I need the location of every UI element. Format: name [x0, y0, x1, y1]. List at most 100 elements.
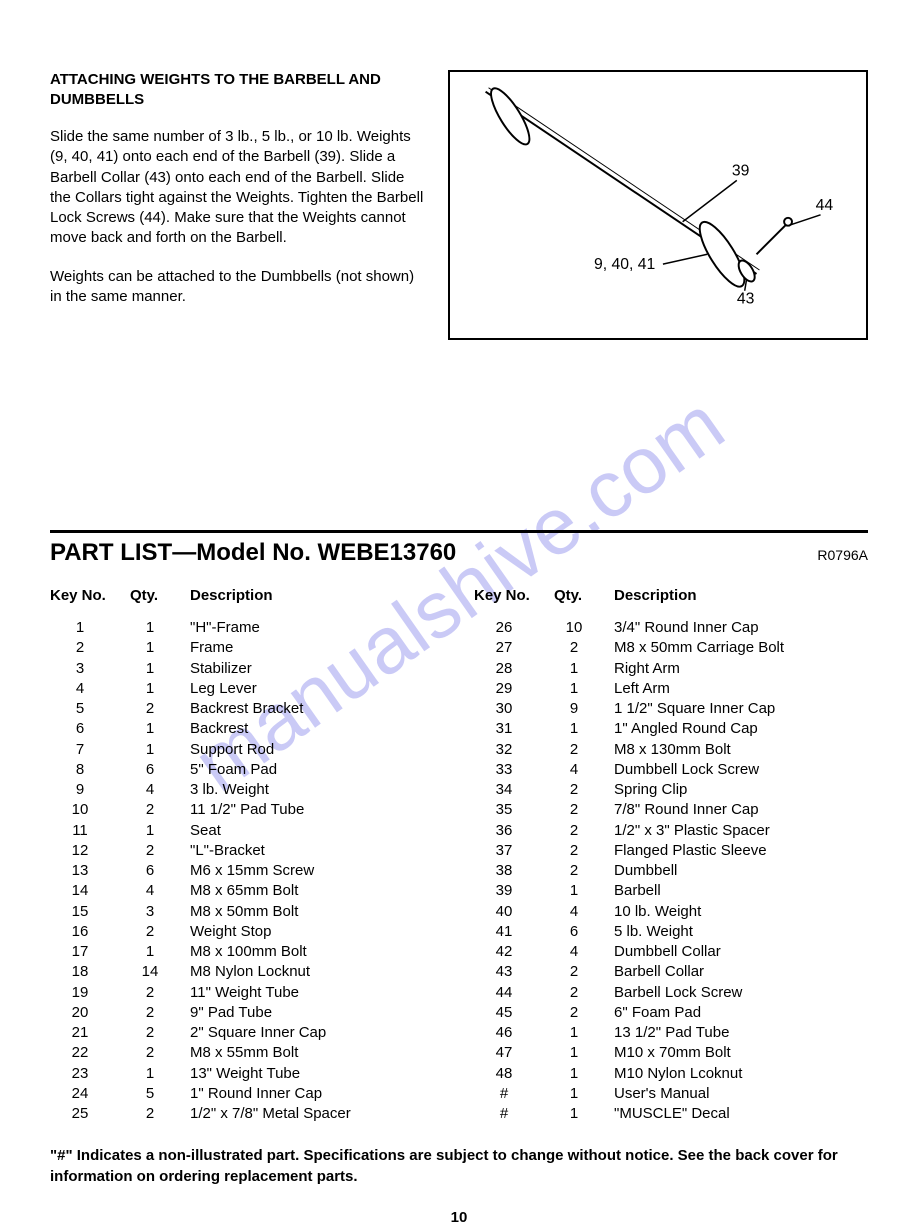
part-row: 153M8 x 50mm Bolt — [50, 902, 444, 922]
part-row: 31Stabilizer — [50, 659, 444, 679]
part-desc: "MUSCLE" Decal — [614, 1104, 868, 1124]
part-qty: 4 — [554, 902, 614, 922]
part-qty: 2 — [554, 740, 614, 760]
part-row: 19211" Weight Tube — [50, 983, 444, 1003]
part-keyno: 30 — [474, 699, 554, 719]
part-row: 372Flanged Plastic Sleeve — [474, 841, 868, 861]
part-desc: Spring Clip — [614, 780, 868, 800]
part-keyno: 25 — [50, 1104, 130, 1124]
footnote-text: "#" Indicates a non-illustrated part. Sp… — [50, 1147, 838, 1184]
part-qty: 1 — [554, 719, 614, 739]
part-qty: 2 — [130, 922, 190, 942]
part-desc: "L"-Bracket — [190, 841, 444, 861]
diagram-label-43: 43 — [737, 291, 755, 308]
part-keyno: 7 — [50, 740, 130, 760]
part-row: 3091 1/2" Square Inner Cap — [474, 699, 868, 719]
part-row: 2521/2" x 7/8" Metal Spacer — [50, 1104, 444, 1124]
part-desc: 1/2" x 7/8" Metal Spacer — [190, 1104, 444, 1124]
part-row: 442Barbell Lock Screw — [474, 983, 868, 1003]
part-desc: M10 x 70mm Bolt — [614, 1043, 868, 1063]
part-desc: 13 1/2" Pad Tube — [614, 1023, 868, 1043]
part-desc: 1/2" x 3" Plastic Spacer — [614, 821, 868, 841]
part-qty: 14 — [130, 962, 190, 982]
part-keyno: 21 — [50, 1023, 130, 1043]
part-keyno: 18 — [50, 962, 130, 982]
part-keyno: 9 — [50, 780, 130, 800]
part-row: 11"H"-Frame — [50, 618, 444, 638]
part-qty: 2 — [554, 1003, 614, 1023]
part-row: 865" Foam Pad — [50, 760, 444, 780]
part-keyno: # — [474, 1084, 554, 1104]
page-number: 10 — [50, 1209, 868, 1226]
part-qty: 2 — [130, 1043, 190, 1063]
part-qty: 2 — [554, 983, 614, 1003]
part-desc: 7/8" Round Inner Cap — [614, 800, 868, 820]
part-keyno: 15 — [50, 902, 130, 922]
part-qty: 6 — [554, 922, 614, 942]
part-row: 46113 1/2" Pad Tube — [474, 1023, 868, 1043]
part-row: 122"L"-Bracket — [50, 841, 444, 861]
partlist-title: PART LIST—Model No. WEBE13760 — [50, 539, 456, 567]
part-row: 40410 lb. Weight — [474, 902, 868, 922]
header-desc: Description — [190, 587, 444, 604]
part-qty: 1 — [130, 719, 190, 739]
part-desc: M8 x 50mm Carriage Bolt — [614, 638, 868, 658]
header-keyno: Key No. — [50, 587, 130, 604]
top-section: ATTACHING WEIGHTS TO THE BARBELL AND DUM… — [50, 70, 868, 340]
part-row: #1"MUSCLE" Decal — [474, 1104, 868, 1124]
part-keyno: 13 — [50, 861, 130, 881]
header-desc: Description — [614, 587, 868, 604]
barbell-diagram: 39 44 9, 40, 41 43 — [448, 70, 868, 340]
part-qty: 4 — [130, 780, 190, 800]
part-qty: 1 — [554, 679, 614, 699]
part-qty: 2 — [130, 800, 190, 820]
part-qty: 10 — [554, 618, 614, 638]
part-row: 61Backrest — [50, 719, 444, 739]
part-desc: Backrest — [190, 719, 444, 739]
part-row: #1User's Manual — [474, 1084, 868, 1104]
part-qty: 2 — [554, 841, 614, 861]
part-qty: 2 — [130, 983, 190, 1003]
part-row: 281Right Arm — [474, 659, 868, 679]
instruction-para-2: Weights can be attached to the Dumbbells… — [50, 267, 428, 308]
part-row: 382Dumbbell — [474, 861, 868, 881]
part-desc: Frame — [190, 638, 444, 658]
part-desc: 1" Angled Round Cap — [614, 719, 868, 739]
part-keyno: 4 — [50, 679, 130, 699]
part-row: 10211 1/2" Pad Tube — [50, 800, 444, 820]
part-desc: 1 1/2" Square Inner Cap — [614, 699, 868, 719]
part-desc: 9" Pad Tube — [190, 1003, 444, 1023]
part-row: 2451" Round Inner Cap — [50, 1084, 444, 1104]
part-desc: M8 x 65mm Bolt — [190, 881, 444, 901]
part-keyno: 3 — [50, 659, 130, 679]
part-desc: Backrest Bracket — [190, 699, 444, 719]
part-keyno: 23 — [50, 1064, 130, 1084]
part-row: 4526" Foam Pad — [474, 1003, 868, 1023]
part-qty: 1 — [130, 679, 190, 699]
part-keyno: 32 — [474, 740, 554, 760]
part-row: 391Barbell — [474, 881, 868, 901]
part-qty: 2 — [554, 962, 614, 982]
part-desc: 10 lb. Weight — [614, 902, 868, 922]
part-qty: 1 — [130, 638, 190, 658]
part-keyno: 41 — [474, 922, 554, 942]
instruction-para-1: Slide the same number of 3 lb., 5 lb., o… — [50, 127, 428, 249]
part-row: 2029" Pad Tube — [50, 1003, 444, 1023]
part-row: 3111" Angled Round Cap — [474, 719, 868, 739]
part-row: 26103/4" Round Inner Cap — [474, 618, 868, 638]
part-qty: 2 — [130, 1003, 190, 1023]
part-qty: 1 — [130, 740, 190, 760]
part-desc: Weight Stop — [190, 922, 444, 942]
part-keyno: 40 — [474, 902, 554, 922]
part-desc: Barbell — [614, 881, 868, 901]
part-row: 3527/8" Round Inner Cap — [474, 800, 868, 820]
part-desc: 2" Square Inner Cap — [190, 1023, 444, 1043]
part-desc: 6" Foam Pad — [614, 1003, 868, 1023]
part-qty: 1 — [554, 659, 614, 679]
part-keyno: 22 — [50, 1043, 130, 1063]
diagram-label-39: 39 — [732, 162, 750, 179]
part-row: 3621/2" x 3" Plastic Spacer — [474, 821, 868, 841]
part-desc: Flanged Plastic Sleeve — [614, 841, 868, 861]
part-qty: 2 — [130, 1104, 190, 1124]
part-qty: 1 — [554, 1043, 614, 1063]
